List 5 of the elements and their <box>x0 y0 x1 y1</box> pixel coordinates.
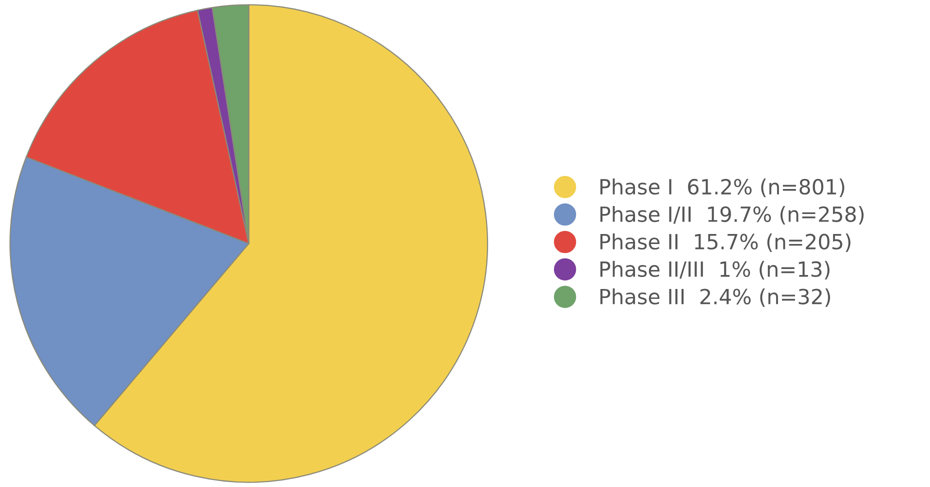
legend-label: Phase II 15.7% (n=205) <box>600 233 850 252</box>
legend-label: Phase III 2.4% (n=32) <box>600 288 830 307</box>
legend-label: Phase I/II 19.7% (n=258) <box>600 206 864 225</box>
legend-label: Phase II/III 1% (n=13) <box>600 260 830 280</box>
legend-label: Phase I 61.2% (n=801) <box>600 178 844 198</box>
